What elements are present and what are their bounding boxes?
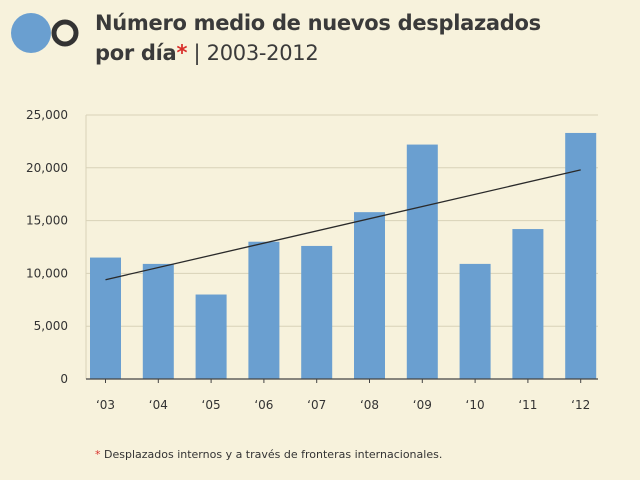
bar — [248, 241, 280, 379]
x-tick-label: ‘10 — [466, 398, 485, 412]
title-period: 2003-2012 — [206, 41, 319, 65]
bar — [459, 263, 491, 379]
bar — [195, 294, 227, 379]
y-tick-label: 20,000 — [26, 161, 68, 175]
logo-circle-icon — [11, 13, 51, 53]
bar — [565, 132, 597, 379]
footnote: * Desplazados internos y a través de fro… — [95, 448, 442, 461]
y-tick-label: 5,000 — [34, 319, 68, 333]
bar — [512, 229, 544, 379]
x-tick-label: ‘11 — [518, 398, 537, 412]
logo-ring-icon — [51, 19, 79, 47]
title-line-1: Número medio de nuevos desplazados — [95, 11, 541, 35]
y-tick-label: 0 — [60, 372, 68, 386]
bar-chart: 0 5,000 10,000 15,000 20,000 25,000 ‘03 ‘04 ‘05 ‘… — [26, 108, 598, 412]
x-tick-label: ‘06 — [254, 398, 273, 412]
bar — [142, 263, 174, 379]
x-tick-label: ‘09 — [413, 398, 432, 412]
title-separator: | — [187, 41, 207, 65]
bar — [406, 144, 438, 379]
x-tick-label: ‘05 — [202, 398, 221, 412]
title-prefix: por día — [95, 41, 177, 65]
chart-title: Número medio de nuevos desplazados por d… — [95, 8, 541, 68]
trend-line — [105, 169, 581, 281]
footnote-text: Desplazados internos y a través de front… — [100, 448, 443, 461]
title-line-2: por día* | 2003-2012 — [95, 38, 541, 68]
x-tick-label: ‘07 — [307, 398, 326, 412]
x-tick-label: ‘03 — [96, 398, 115, 412]
footnote-asterisk: * — [95, 448, 101, 461]
logo — [11, 13, 79, 53]
y-tick-label: 15,000 — [26, 214, 68, 228]
x-tick-label: ‘08 — [360, 398, 379, 412]
bar — [90, 257, 121, 379]
x-tick-label: ‘04 — [149, 398, 168, 412]
y-tick-label: 10,000 — [26, 266, 68, 280]
bar — [354, 212, 385, 379]
title-asterisk: * — [176, 41, 188, 65]
bar — [301, 245, 333, 379]
y-tick-label: 25,000 — [26, 108, 68, 122]
x-tick-label: ‘12 — [571, 398, 590, 412]
